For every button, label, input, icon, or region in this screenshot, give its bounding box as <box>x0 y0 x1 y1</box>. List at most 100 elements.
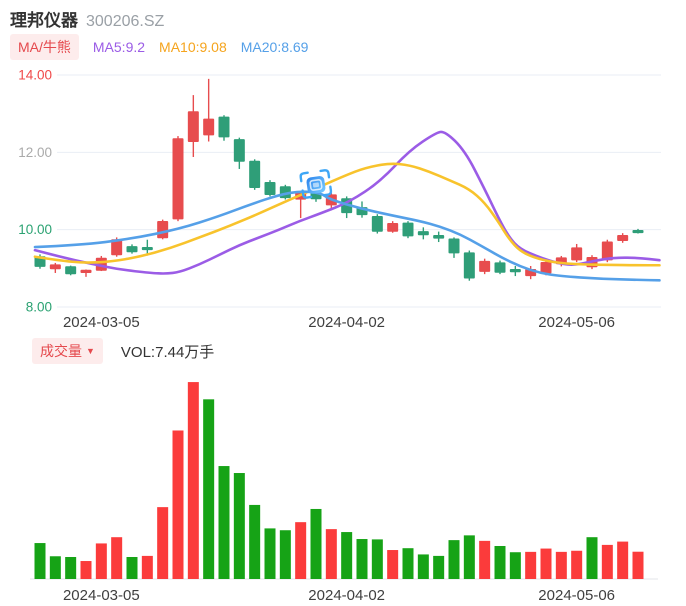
candle[interactable] <box>126 244 138 254</box>
volume-bar[interactable] <box>494 545 506 579</box>
volume-bar[interactable] <box>371 539 383 579</box>
candle[interactable] <box>279 184 291 200</box>
blue-stamp-marker-icon[interactable] <box>299 169 333 199</box>
candle[interactable] <box>571 243 583 263</box>
volume-bar[interactable] <box>310 508 322 579</box>
volume-value: VOL:7.44万手 <box>120 343 215 361</box>
ma-line-ma20 <box>33 190 661 282</box>
volume-bar[interactable] <box>586 537 598 579</box>
volume-bar[interactable] <box>157 507 169 579</box>
price-x-tick: 2024-04-02 <box>308 314 385 331</box>
volume-bar[interactable] <box>555 551 567 579</box>
volume-dropdown[interactable]: 成交量 ▼ <box>32 338 103 364</box>
candle[interactable] <box>157 219 169 240</box>
price-y-tick: 12.00 <box>18 145 52 160</box>
volume-label: 成交量 <box>40 343 82 359</box>
price-x-tick: 2024-03-05 <box>63 314 140 331</box>
price-chart[interactable]: 14.00 12.00 10.00 8.00 2024-03-05 2024-04-02… <box>0 62 686 334</box>
volume-bar[interactable] <box>187 382 199 579</box>
volume-bar[interactable] <box>463 535 475 579</box>
volume-bar[interactable] <box>448 540 460 579</box>
candle[interactable] <box>49 262 61 273</box>
ma-lines <box>33 130 661 282</box>
volume-bar[interactable] <box>632 551 644 579</box>
volume-bar[interactable] <box>141 555 153 579</box>
stock-code: 300206.SZ <box>86 13 165 30</box>
candle[interactable] <box>463 250 475 281</box>
volume-bar[interactable] <box>264 528 276 579</box>
volume-bar[interactable] <box>218 466 230 579</box>
stock-name: 理邦仪器 <box>10 11 78 30</box>
volume-bar[interactable] <box>571 550 583 579</box>
volume-bar[interactable] <box>325 529 337 579</box>
ma-indicator-chip[interactable]: MA/牛熊 <box>10 34 79 60</box>
candle[interactable] <box>387 221 399 233</box>
volume-bar[interactable] <box>387 550 399 579</box>
candle[interactable] <box>433 231 445 243</box>
price-x-axis: 2024-03-05 2024-04-02 2024-05-06 <box>63 314 615 331</box>
candle[interactable] <box>187 95 199 157</box>
volume-bar[interactable] <box>203 399 215 579</box>
candle[interactable] <box>218 115 230 141</box>
candle[interactable] <box>494 260 506 275</box>
candle[interactable] <box>509 266 521 277</box>
volume-bar[interactable] <box>525 551 537 579</box>
candle[interactable] <box>448 237 460 258</box>
volume-bar[interactable] <box>279 530 291 579</box>
candle[interactable] <box>417 227 429 240</box>
ma10-value: MA10:9.08 <box>159 39 227 55</box>
candle[interactable] <box>617 233 629 243</box>
price-y-axis: 14.00 12.00 10.00 8.00 <box>18 68 52 315</box>
price-y-tick: 8.00 <box>26 300 52 315</box>
volume-bar[interactable] <box>617 541 629 579</box>
volume-x-tick: 2024-03-05 <box>63 587 140 604</box>
volume-bar[interactable] <box>95 543 107 579</box>
candle[interactable] <box>141 239 153 256</box>
header: 理邦仪器 300206.SZ <box>10 6 164 31</box>
candle[interactable] <box>111 237 123 257</box>
ma20-value: MA20:8.69 <box>240 39 309 55</box>
candle[interactable] <box>402 221 414 239</box>
volume-bar[interactable] <box>417 554 429 579</box>
volume-bar[interactable] <box>111 537 123 579</box>
ma-line-ma5 <box>33 130 661 275</box>
volume-bar[interactable] <box>509 552 521 579</box>
ma-legend: MA/牛熊 MA5:9.2 MA10:9.08 MA20:8.69 <box>10 34 308 60</box>
candle[interactable] <box>264 180 276 197</box>
volume-bar[interactable] <box>80 561 92 579</box>
candle[interactable] <box>632 228 644 234</box>
volume-bar[interactable] <box>126 556 138 579</box>
volume-bar[interactable] <box>341 532 353 579</box>
volume-x-axis: 2024-03-05 2024-04-02 2024-05-06 <box>63 587 615 604</box>
volume-bar[interactable] <box>172 430 184 579</box>
price-x-tick: 2024-05-06 <box>538 314 615 331</box>
volume-bar[interactable] <box>34 543 46 579</box>
volume-legend: 成交量 ▼ VOL:7.44万手 <box>32 338 214 364</box>
volume-bar[interactable] <box>540 548 552 579</box>
price-y-tick: 14.00 <box>18 68 52 83</box>
candle[interactable] <box>172 136 184 222</box>
ma-line-ma10 <box>33 162 661 267</box>
candle[interactable] <box>249 159 261 190</box>
volume-bar[interactable] <box>402 548 414 579</box>
volume-bar[interactable] <box>249 504 261 579</box>
volume-bar[interactable] <box>295 522 307 579</box>
volume-x-tick: 2024-04-02 <box>308 587 385 604</box>
volume-bar[interactable] <box>65 556 77 579</box>
candle[interactable] <box>479 258 491 275</box>
candle[interactable] <box>233 137 245 169</box>
volume-bar[interactable] <box>233 473 245 579</box>
ma5-value: MA5:9.2 <box>92 39 146 55</box>
candle[interactable] <box>371 214 383 234</box>
volume-x-tick: 2024-05-06 <box>538 587 615 604</box>
volume-bar[interactable] <box>601 544 613 579</box>
volume-chart[interactable]: 2024-03-05 2024-04-02 2024-05-06 <box>0 366 686 606</box>
volume-bar[interactable] <box>479 540 491 579</box>
volume-bar[interactable] <box>356 539 368 579</box>
candle[interactable] <box>203 78 215 142</box>
dropdown-arrow-icon: ▼ <box>86 346 95 356</box>
candle[interactable] <box>80 269 92 277</box>
candle[interactable] <box>65 265 77 276</box>
volume-bar[interactable] <box>49 556 61 579</box>
volume-bar[interactable] <box>433 555 445 579</box>
